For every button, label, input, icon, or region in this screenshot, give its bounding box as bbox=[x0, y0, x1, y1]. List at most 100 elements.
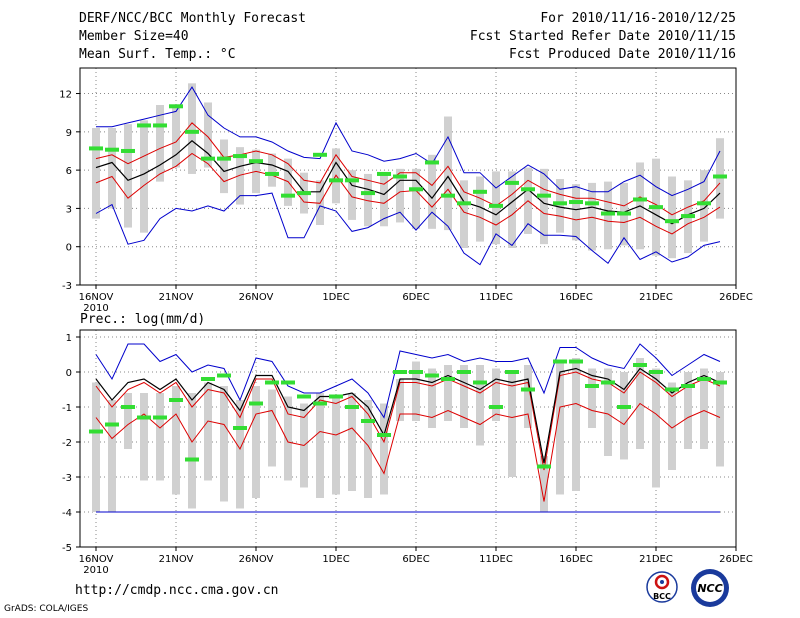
prec-x-tick-label: 26DEC bbox=[719, 554, 753, 565]
prec-spread-box bbox=[572, 358, 580, 491]
temp-x-tick-label: 21NOV bbox=[159, 292, 194, 303]
prec-observed-marker bbox=[169, 398, 183, 402]
prec-spread-box bbox=[220, 386, 228, 502]
prec-observed-marker bbox=[425, 373, 439, 378]
prec-spread-box bbox=[332, 396, 340, 495]
temp-observed-marker bbox=[121, 148, 135, 153]
temp-max-line bbox=[96, 86, 721, 197]
temp-spread-box bbox=[268, 153, 276, 187]
prec-spread-box bbox=[188, 393, 196, 509]
temp-spread-box bbox=[380, 172, 388, 227]
temp-spread-box bbox=[140, 120, 148, 233]
prec-observed-marker bbox=[697, 377, 711, 381]
prec-y-tick-label: -1 bbox=[62, 403, 72, 414]
temp-spread-box bbox=[188, 83, 196, 174]
prec-spread-box bbox=[92, 382, 100, 512]
prec-spread-box bbox=[268, 389, 276, 467]
prec-spread-box bbox=[316, 393, 324, 498]
prec-observed-marker bbox=[393, 370, 407, 374]
prec-observed-marker bbox=[441, 377, 455, 381]
prec-spread-box bbox=[652, 368, 660, 488]
temp-observed-marker bbox=[153, 123, 167, 128]
prec-observed-marker bbox=[489, 405, 503, 409]
prec-observed-marker bbox=[553, 359, 567, 364]
prec-spread-box bbox=[492, 368, 500, 421]
temp-spread-box bbox=[700, 170, 708, 242]
temp-observed-marker bbox=[585, 201, 599, 206]
prec-observed-marker bbox=[681, 384, 695, 388]
prec-y-tick-label: -5 bbox=[62, 543, 72, 554]
temp-observed-marker bbox=[297, 191, 311, 196]
temp-spread-box bbox=[92, 127, 100, 219]
prec-observed-marker bbox=[105, 422, 119, 427]
prec-y-tick-label: -3 bbox=[62, 473, 72, 484]
temp-observed-marker bbox=[265, 171, 279, 176]
temp-observed-marker bbox=[441, 193, 455, 198]
prec-observed-marker bbox=[233, 426, 247, 430]
prec-observed-marker bbox=[537, 464, 551, 469]
prec-observed-marker bbox=[249, 401, 263, 406]
temp-observed-marker bbox=[345, 178, 359, 183]
prec-spread-box bbox=[556, 361, 564, 495]
temp-mean-line bbox=[95, 140, 721, 225]
prec-observed-marker bbox=[201, 377, 215, 381]
variable-label: Mean Surf. Temp.: °C bbox=[79, 47, 236, 62]
prec-spread-box bbox=[428, 368, 436, 428]
prec-y-tick-label: 1 bbox=[66, 333, 72, 344]
temp-observed-marker bbox=[377, 171, 391, 176]
prec-spread-box bbox=[236, 400, 244, 509]
temp-spread-box bbox=[108, 127, 116, 209]
temp-x-tick-label: 1DEC bbox=[322, 292, 349, 303]
temp-observed-marker bbox=[217, 156, 231, 161]
temperature-panel: -3 0 3 6 9 12 16NOV 21NOV 26NOV 1DEC 6DEC 11DEC 16DE… bbox=[59, 67, 753, 314]
prec-y-tick-label: -4 bbox=[62, 508, 72, 519]
temp-spread-box bbox=[172, 106, 180, 168]
temp-y-tick-label: 3 bbox=[66, 204, 72, 215]
temp-x-tick-label: 16DEC bbox=[559, 292, 593, 303]
prec-spread-box bbox=[540, 456, 548, 512]
temp-x-tick-label: 16NOV bbox=[79, 292, 114, 303]
prec-observed-marker bbox=[153, 415, 167, 420]
prec-spread-box bbox=[444, 365, 452, 421]
temp-observed-marker bbox=[569, 200, 583, 205]
temp-observed-marker bbox=[665, 219, 679, 224]
temp-p-lo-line bbox=[95, 152, 721, 235]
temp-x-tick-label: 11DEC bbox=[479, 292, 513, 303]
temp-observed-marker bbox=[249, 159, 263, 164]
prec-spread-box bbox=[700, 368, 708, 449]
temp-spread-box bbox=[156, 105, 164, 182]
temp-observed-marker bbox=[633, 197, 647, 202]
forecast-period: For 2010/11/16-2010/12/25 bbox=[540, 11, 736, 26]
temp-observed-marker bbox=[313, 152, 327, 157]
temp-spread-box bbox=[204, 102, 212, 168]
prec-spread-box bbox=[204, 382, 212, 481]
precipitation-title: Prec.: log(mm/d) bbox=[80, 312, 205, 327]
prec-observed-marker bbox=[457, 370, 471, 374]
svg-text:NCC: NCC bbox=[697, 582, 722, 595]
temp-spread-box bbox=[668, 176, 676, 259]
prec-x-tick-label: 11DEC bbox=[479, 554, 513, 565]
website-url[interactable]: http://cmdp.ncc.cma.gov.cn bbox=[75, 583, 279, 598]
temp-spread-box bbox=[444, 116, 452, 231]
prec-observed-marker bbox=[665, 387, 679, 392]
prec-spread-box bbox=[284, 396, 292, 481]
prec-spread-box bbox=[524, 365, 532, 428]
temp-spread-box bbox=[396, 168, 404, 223]
temp-spread-box bbox=[556, 179, 564, 233]
temp-observed-marker bbox=[649, 205, 663, 210]
prec-x-tick-label: 21DEC bbox=[639, 554, 673, 565]
temp-observed-marker bbox=[89, 146, 103, 151]
prec-observed-marker bbox=[649, 370, 663, 374]
temp-observed-marker bbox=[137, 123, 151, 128]
prec-observed-marker bbox=[121, 405, 135, 409]
temp-spread-box bbox=[508, 171, 516, 248]
prec-observed-marker bbox=[329, 394, 343, 399]
temp-observed-marker bbox=[697, 201, 711, 206]
temp-observed-marker bbox=[185, 129, 199, 134]
bcc-logo: BCC bbox=[646, 571, 678, 603]
temp-observed-marker bbox=[233, 154, 247, 159]
prec-observed-marker bbox=[409, 370, 423, 374]
prec-observed-marker bbox=[505, 370, 519, 374]
temp-observed-marker bbox=[425, 160, 439, 165]
prec-spread-box bbox=[156, 393, 164, 481]
